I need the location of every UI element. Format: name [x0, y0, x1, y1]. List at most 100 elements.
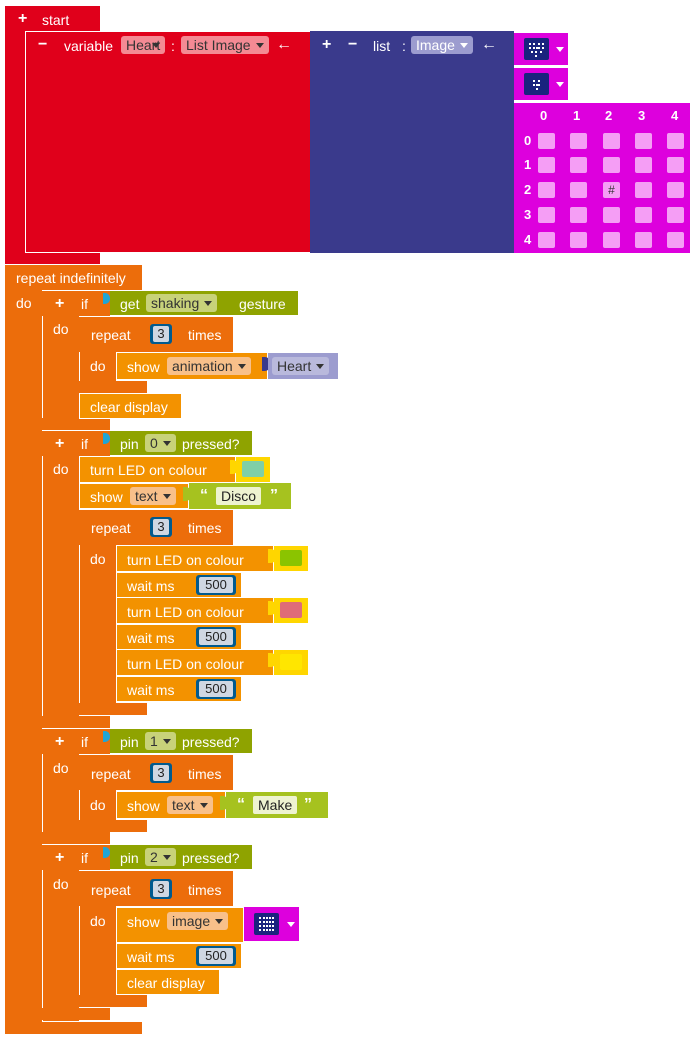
- pin-dropdown[interactable]: 1: [145, 732, 176, 750]
- if-block[interactable]: [42, 844, 79, 1022]
- grid-cell[interactable]: [667, 182, 684, 198]
- times-label: times: [188, 327, 222, 343]
- remove-icon[interactable]: −: [38, 36, 48, 53]
- grid-row-header: 1: [524, 157, 532, 172]
- list-type-dropdown[interactable]: Image: [411, 36, 473, 54]
- grid-cell[interactable]: [538, 182, 555, 198]
- colour-swatch[interactable]: [280, 602, 302, 618]
- pin-pressed-block[interactable]: [110, 845, 252, 869]
- grid-cell[interactable]: [538, 207, 555, 223]
- text-value[interactable]: Make: [253, 796, 298, 814]
- repeat-count-input[interactable]: 3: [150, 517, 172, 537]
- image-value-block[interactable]: [244, 907, 299, 941]
- wait-ms-input[interactable]: 500: [196, 946, 236, 966]
- repeat-forever-block[interactable]: [5, 264, 42, 1034]
- wait-ms-input[interactable]: 500: [196, 627, 236, 647]
- variable-block[interactable]: [25, 31, 310, 253]
- variable-type-dropdown[interactable]: List Image: [181, 36, 269, 54]
- grid-cell[interactable]: [667, 232, 684, 248]
- grid-cell[interactable]: [603, 157, 620, 173]
- image-preview-icon[interactable]: [524, 73, 549, 95]
- image-preview-icon[interactable]: [524, 38, 549, 60]
- grid-cell[interactable]: [570, 182, 587, 198]
- input-connector: [268, 653, 276, 667]
- grid-cell[interactable]: [635, 182, 652, 198]
- pin-dropdown[interactable]: 0: [145, 434, 176, 452]
- image-preview-icon[interactable]: [254, 913, 279, 935]
- grid-cell[interactable]: [635, 133, 652, 149]
- colour-swatch[interactable]: [242, 461, 264, 477]
- if-block[interactable]: [42, 430, 79, 728]
- if-header[interactable]: [42, 430, 110, 456]
- repeat-count-input[interactable]: 3: [150, 763, 172, 783]
- repeat-count-input[interactable]: 3: [150, 324, 172, 344]
- wait-ms-input[interactable]: 500: [196, 575, 236, 595]
- if-label: if: [81, 296, 88, 312]
- show-mode-dropdown[interactable]: text: [167, 796, 213, 814]
- variable-name-dropdown[interactable]: Heart: [121, 36, 166, 54]
- grid-cell[interactable]: [667, 157, 684, 173]
- list-block[interactable]: [310, 31, 514, 253]
- if-label: if: [81, 850, 88, 866]
- grid-cell[interactable]: [538, 157, 555, 173]
- remove-icon[interactable]: −: [348, 36, 358, 53]
- grid-cell[interactable]: [538, 133, 555, 149]
- turn-led-on-block[interactable]: [79, 456, 236, 483]
- add-icon[interactable]: +: [55, 733, 65, 750]
- grid-cell[interactable]: [570, 207, 587, 223]
- colour-swatch[interactable]: [280, 550, 302, 566]
- add-icon[interactable]: +: [322, 36, 332, 53]
- grid-cell[interactable]: [667, 207, 684, 223]
- grid-row-header: 3: [524, 207, 532, 222]
- grid-cell[interactable]: [570, 232, 587, 248]
- add-icon[interactable]: +: [55, 849, 65, 866]
- show-mode-dropdown[interactable]: text: [130, 487, 176, 505]
- add-icon[interactable]: +: [55, 435, 65, 452]
- open-quote-icon: “: [200, 487, 208, 504]
- grid-cell[interactable]: [635, 232, 652, 248]
- if-label: if: [81, 734, 88, 750]
- pin-pressed-block[interactable]: [110, 431, 252, 455]
- turn-led-on-block[interactable]: [116, 597, 274, 624]
- if-header[interactable]: [42, 844, 110, 870]
- pin-pressed-block[interactable]: [110, 729, 252, 753]
- clear-display-label: clear display: [127, 975, 205, 991]
- grid-cell[interactable]: [570, 157, 587, 173]
- image-grid-editor[interactable]: [514, 103, 690, 253]
- show-mode-dropdown[interactable]: animation: [167, 357, 251, 375]
- clear-display-block[interactable]: [79, 393, 182, 419]
- grid-cell[interactable]: [538, 232, 555, 248]
- turn-led-on-block[interactable]: [116, 649, 274, 676]
- chevron-down-icon[interactable]: [287, 922, 295, 927]
- grid-cell[interactable]: [635, 207, 652, 223]
- add-icon[interactable]: +: [18, 10, 28, 27]
- chevron-down-icon[interactable]: [556, 82, 564, 87]
- turn-led-on-block[interactable]: [116, 545, 274, 572]
- clear-display-block[interactable]: [116, 969, 220, 995]
- chevron-down-icon[interactable]: [556, 47, 564, 52]
- if-header[interactable]: [42, 290, 110, 316]
- grid-cell[interactable]: [667, 133, 684, 149]
- image-item-2[interactable]: [514, 68, 568, 100]
- gesture-label: gesture: [239, 296, 286, 312]
- grid-cell[interactable]: [603, 232, 620, 248]
- grid-cell[interactable]: [603, 133, 620, 149]
- colour-swatch[interactable]: [280, 654, 302, 670]
- wait-ms-input[interactable]: 500: [196, 679, 236, 699]
- grid-cell[interactable]: [570, 133, 587, 149]
- get-label: get: [120, 296, 140, 312]
- variable-getter-dropdown[interactable]: Heart: [272, 357, 330, 375]
- add-icon[interactable]: +: [55, 295, 65, 312]
- pin-dropdown[interactable]: 2: [145, 848, 176, 866]
- text-value[interactable]: Disco: [216, 487, 262, 505]
- grid-cell[interactable]: [635, 157, 652, 173]
- repeat-count-input[interactable]: 3: [150, 879, 172, 899]
- show-mode-dropdown[interactable]: image: [167, 912, 229, 930]
- grid-cell[interactable]: [603, 207, 620, 223]
- if-header[interactable]: [42, 728, 110, 754]
- grid-cell-marked[interactable]: #: [603, 182, 620, 198]
- image-item-1[interactable]: [514, 33, 568, 65]
- gesture-dropdown[interactable]: shaking: [146, 294, 218, 312]
- repeat-forever-header[interactable]: [5, 264, 142, 290]
- heart-icon: [529, 43, 544, 57]
